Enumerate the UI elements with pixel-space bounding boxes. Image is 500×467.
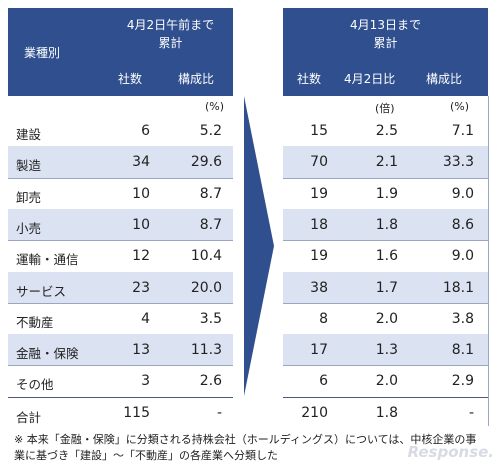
left-count: 6 xyxy=(141,123,150,139)
right-count: 8 xyxy=(319,310,328,327)
industry-label: 運輸・通信 xyxy=(16,252,79,268)
right-vs: 1.3 xyxy=(375,342,398,359)
left-unit-ratio: (%) xyxy=(205,100,225,113)
total-divider-right xyxy=(283,397,488,398)
right-ratio: 9.0 xyxy=(451,185,474,202)
row-divider-right xyxy=(283,177,488,179)
table-row-band-left xyxy=(8,208,233,241)
left-ratio: 2.6 xyxy=(199,373,222,390)
right-table-header xyxy=(283,8,488,96)
left-col-count: 社数 xyxy=(118,72,143,86)
right-table-border xyxy=(488,96,489,426)
total-divider-left xyxy=(8,397,233,398)
right-ratio: 18.1 xyxy=(442,279,474,296)
right-vs: 1.8 xyxy=(375,216,398,233)
left-ratio: 10.4 xyxy=(190,248,222,265)
table-row-band-right xyxy=(283,146,488,178)
row-divider-left xyxy=(8,365,233,367)
right-unit-vs: (倍) xyxy=(375,102,395,115)
total-right-vs: 1.8 xyxy=(375,405,398,421)
row-divider-right xyxy=(283,365,488,367)
right-count: 38 xyxy=(310,279,328,296)
right-vs: 2.0 xyxy=(375,373,398,390)
row-divider-right xyxy=(283,302,488,304)
right-ratio: 2.9 xyxy=(451,373,474,390)
footnote-line1: ※ 本来「金融・保険」に分類される持株会社（ホールディングス）については、中核企… xyxy=(14,433,477,446)
left-count: 10 xyxy=(132,216,150,233)
total-left-ratio: - xyxy=(216,405,222,421)
total-label: 合計 xyxy=(16,410,42,425)
right-count: 15 xyxy=(310,123,328,139)
left-count: 4 xyxy=(141,310,150,327)
right-vs: 2.5 xyxy=(375,123,398,139)
right-group-header-line2: 累計 xyxy=(373,36,398,50)
response-logo: Response. xyxy=(407,443,494,461)
right-group-header-line1: 4月13日まで xyxy=(350,18,421,32)
right-vs: 1.7 xyxy=(375,279,398,296)
row-divider-left xyxy=(8,302,233,304)
footnote-line2: 業に基づき「建設」～「不動産」の各産業へ分類した xyxy=(14,449,278,462)
right-ratio: 33.3 xyxy=(442,154,474,171)
left-table-header xyxy=(8,8,233,96)
industry-label: 卸売 xyxy=(16,189,42,205)
right-unit-ratio: (%) xyxy=(450,100,470,113)
right-ratio: 3.8 xyxy=(451,310,474,327)
right-vs: 1.9 xyxy=(375,185,398,202)
left-ratio: 20.0 xyxy=(190,279,222,296)
left-group-header-line2: 累計 xyxy=(158,36,183,50)
left-count: 10 xyxy=(132,185,150,202)
left-ratio: 8.7 xyxy=(199,185,222,202)
right-vs: 2.1 xyxy=(375,154,398,171)
industry-label: サービス xyxy=(16,283,67,299)
table-row-band-left xyxy=(8,334,233,366)
total-right-ratio: - xyxy=(468,405,474,421)
row-divider-left xyxy=(8,240,233,242)
right-ratio: 9.0 xyxy=(451,248,474,265)
left-ratio: 3.5 xyxy=(199,310,222,327)
arrow-right-icon xyxy=(244,96,274,396)
total-right-count: 210 xyxy=(301,405,328,421)
left-ratio: 8.7 xyxy=(199,216,222,233)
right-count: 19 xyxy=(310,248,328,265)
left-count: 23 xyxy=(132,279,150,296)
left-count: 12 xyxy=(132,248,150,265)
left-count: 34 xyxy=(132,154,150,171)
right-vs: 2.0 xyxy=(375,310,398,327)
right-count: 70 xyxy=(310,154,328,171)
industry-label: 製造 xyxy=(16,158,42,174)
table-row-band-right xyxy=(283,334,488,366)
table-row-band-right xyxy=(283,208,488,241)
right-count: 6 xyxy=(319,373,328,390)
row-divider-left xyxy=(8,177,233,179)
table-row-band-left xyxy=(8,146,233,178)
right-ratio: 8.1 xyxy=(451,342,474,359)
right-ratio: 8.6 xyxy=(451,216,474,233)
row-header-industry: 業種別 xyxy=(24,46,61,60)
industry-label: 金融・保険 xyxy=(16,346,79,362)
right-col-ratio: 構成比 xyxy=(426,72,463,86)
right-col-vs: 4月2日比 xyxy=(344,72,396,86)
industry-label: 建設 xyxy=(16,127,42,142)
table-row-band-left xyxy=(8,271,233,303)
left-ratio: 29.6 xyxy=(190,154,222,171)
right-vs: 1.6 xyxy=(375,248,398,265)
right-col-count: 社数 xyxy=(297,72,322,86)
total-left-count: 115 xyxy=(123,405,150,421)
left-group-header-line1: 4月2日午前まで xyxy=(126,18,215,32)
left-count: 13 xyxy=(132,342,150,359)
industry-label: 小売 xyxy=(16,220,42,236)
industry-label: その他 xyxy=(16,377,54,393)
left-ratio: 5.2 xyxy=(199,123,222,139)
left-ratio: 11.3 xyxy=(190,342,222,359)
table-row-band-right xyxy=(283,271,488,303)
left-col-ratio: 構成比 xyxy=(178,72,215,86)
right-count: 17 xyxy=(310,342,328,359)
right-ratio: 7.1 xyxy=(451,123,474,139)
row-divider-right xyxy=(283,240,488,242)
right-count: 18 xyxy=(310,216,328,233)
industry-label: 不動産 xyxy=(16,314,54,330)
right-count: 19 xyxy=(310,185,328,202)
left-count: 3 xyxy=(141,373,150,390)
